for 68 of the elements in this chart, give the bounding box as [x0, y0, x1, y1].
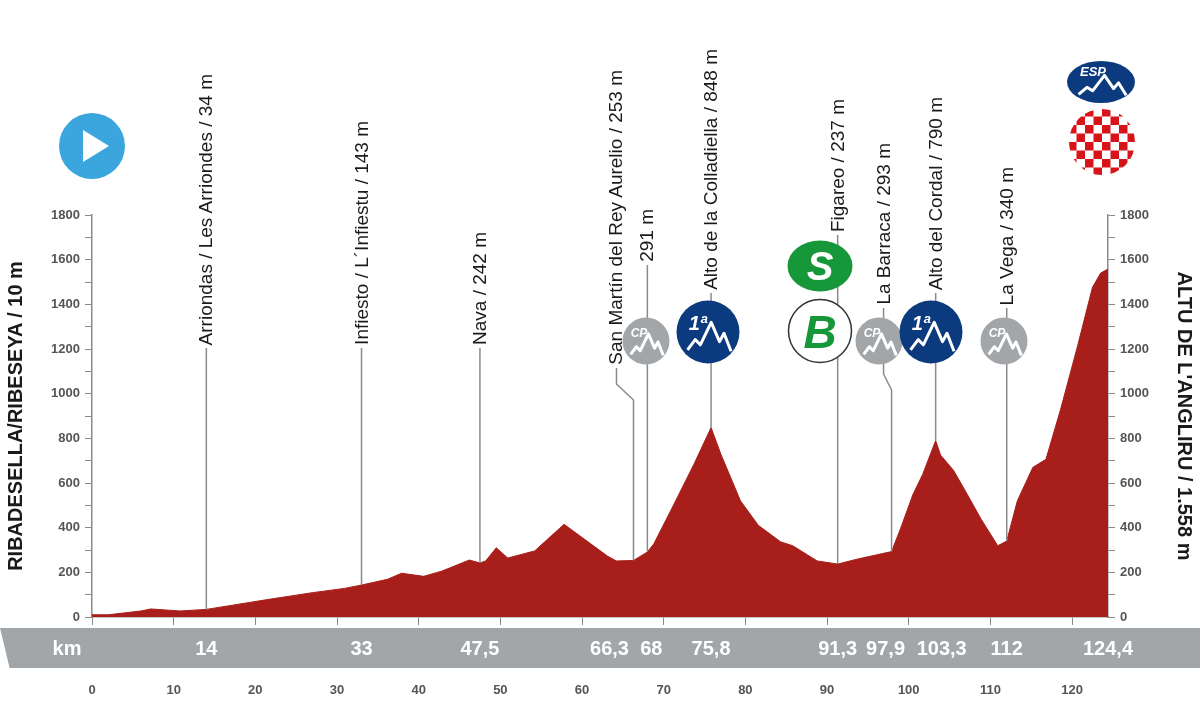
letter-b-icon: B: [787, 298, 853, 364]
text: 97,9: [866, 636, 906, 659]
y2-tick-label: 1200: [1120, 340, 1149, 356]
mountain-icon: ESP: [1066, 60, 1136, 104]
x-tick-label: 20: [248, 682, 263, 698]
x-tick-label: 0: [88, 682, 96, 698]
annotation: Arriondas / Les Arriondes / 34 m: [195, 74, 218, 346]
x-tick-label: 30: [329, 682, 345, 698]
y-tick-label: 800: [58, 429, 80, 445]
text: km: [52, 636, 82, 659]
annotation: Alto de la Colladiella / 848 m: [700, 49, 723, 290]
annotation: S: [806, 244, 834, 288]
x-tick-label: 80: [738, 682, 753, 698]
annotation: Figareo / 237 m: [826, 99, 849, 233]
annotation: La Barraca / 293 m: [872, 143, 895, 305]
x-tick-label: 120: [1061, 682, 1083, 698]
x-tick-label: 40: [411, 682, 426, 698]
y2-axis-title: ALTU DE L'ANGLIRU / 1.558 m: [1174, 271, 1197, 561]
text: 103,3: [916, 636, 967, 659]
mountain-icon: CP: [622, 317, 670, 365]
y-tick-label: 400: [58, 519, 80, 535]
y-axis-title: RIBADESELLA/RIBESEYA / 10 m: [3, 261, 26, 571]
y2-tick-label: 1800: [1120, 206, 1149, 222]
annotation: B: [803, 306, 837, 358]
y-tick-label: 600: [58, 474, 80, 490]
annotation: La Vega / 340 m: [995, 167, 1018, 306]
y2-tick-label: 1600: [1120, 251, 1149, 267]
y2-tick-label: 600: [1120, 474, 1142, 490]
mountain-icon: 1ª: [899, 300, 963, 364]
text: 66,3: [590, 636, 629, 659]
x-tick-label: 60: [574, 682, 590, 698]
text: 112: [990, 636, 1023, 659]
x-tick-label: 50: [493, 682, 508, 698]
text: 47,5: [460, 636, 500, 659]
x-tick-label: 10: [166, 682, 181, 698]
text: 68: [640, 636, 663, 659]
y2-tick-label: 400: [1120, 519, 1142, 535]
text: 91,3: [818, 636, 858, 659]
mountain-icon: CP: [855, 317, 903, 365]
y2-tick-label: 1000: [1120, 385, 1149, 401]
y-tick-label: 1600: [51, 251, 80, 267]
x-tick-label: 100: [897, 682, 920, 698]
annotation: 1ª: [688, 312, 708, 334]
text: 14: [195, 636, 219, 659]
text: 75,8: [691, 636, 731, 659]
y-tick-label: 200: [58, 563, 80, 579]
text: 124,4: [1082, 636, 1134, 659]
letter-s-icon: S: [787, 240, 853, 292]
y2-tick-label: 800: [1120, 429, 1142, 445]
y-tick-label: 1400: [51, 295, 80, 311]
y-tick-label: 0: [72, 608, 80, 624]
x-tick-label: 90: [819, 682, 835, 698]
annotation: Alto del Cordal / 790 m: [924, 97, 947, 291]
annotation: 291 m: [636, 209, 659, 262]
annotation: CP: [630, 326, 649, 340]
y-tick-label: 1200: [51, 340, 80, 356]
y2-tick-label: 200: [1120, 563, 1142, 579]
text: 33: [350, 636, 373, 659]
mountain-icon: 1ª: [676, 300, 740, 364]
x-tick-label: 110: [979, 682, 1001, 698]
annotation: Infiesto / L´Infiestu / 143 m: [350, 121, 373, 345]
y2-tick-label: 1400: [1120, 295, 1149, 311]
y2-tick-label: 0: [1120, 608, 1128, 624]
y-tick-label: 1000: [51, 385, 80, 401]
annotation: Nava / 242 m: [468, 232, 491, 345]
mountain-icon: CP: [980, 317, 1028, 365]
x-tick-label: 70: [656, 682, 671, 698]
y-tick-label: 1800: [51, 206, 80, 222]
